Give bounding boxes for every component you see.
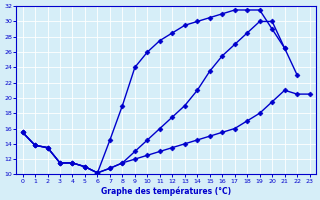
- X-axis label: Graphe des températures (°C): Graphe des températures (°C): [101, 186, 231, 196]
